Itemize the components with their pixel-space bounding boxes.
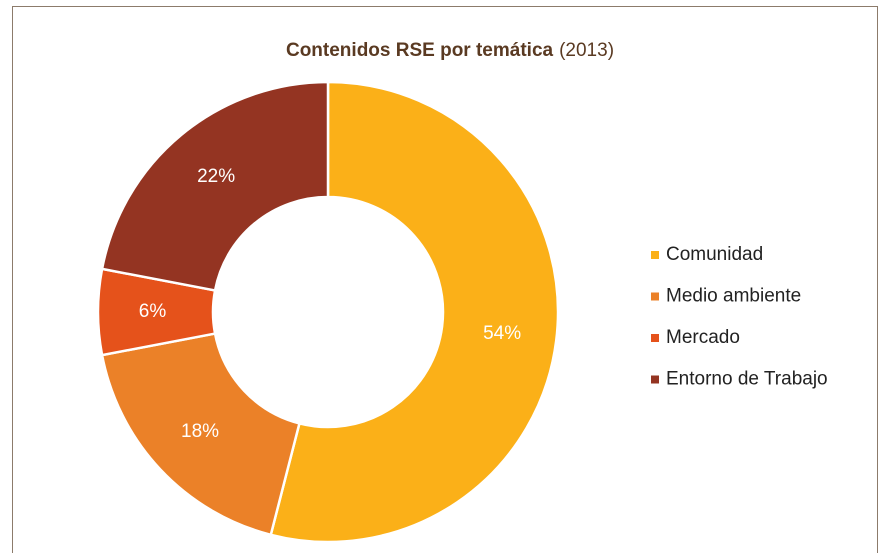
legend-label: Comunidad — [666, 244, 763, 265]
chart-title: Contenidos RSE por temática — [286, 40, 554, 61]
chart-title-group: Contenidos RSE por temática (2013) — [286, 40, 614, 61]
legend-swatch — [651, 251, 659, 259]
chart-subtitle: (2013) — [559, 40, 614, 61]
data-label: 54% — [483, 323, 521, 344]
legend-label: Medio ambiente — [666, 286, 801, 307]
legend-swatch — [651, 375, 659, 384]
donut-slice — [100, 332, 301, 537]
data-label: 22% — [197, 166, 235, 187]
donut-slice — [269, 80, 560, 544]
legend-swatch — [651, 292, 659, 301]
legend-label: Mercado — [666, 327, 740, 348]
data-label: 18% — [181, 421, 219, 442]
legend-label: Entorno de Trabajo — [666, 369, 828, 390]
frame — [12, 6, 878, 553]
data-label: 6% — [139, 301, 167, 322]
donut-slice — [100, 80, 330, 292]
legend-swatch — [651, 334, 659, 342]
